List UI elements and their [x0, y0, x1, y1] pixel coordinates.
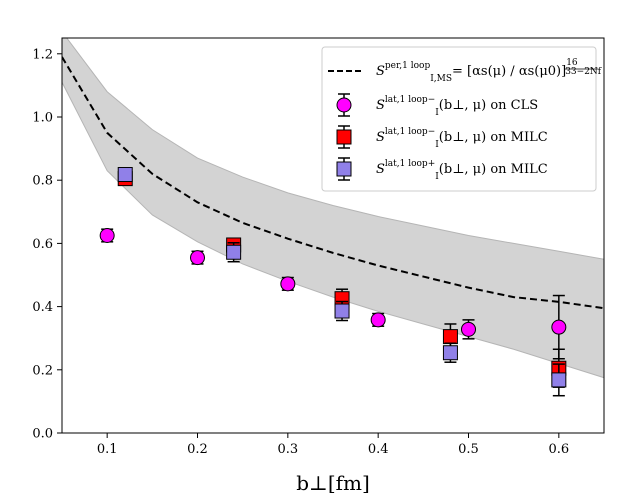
data-point-square — [442, 329, 458, 345]
perturbative-curve-layer — [62, 56, 604, 310]
data-point-circle — [551, 319, 567, 335]
data-point-circle — [461, 321, 476, 337]
data-point-square — [442, 345, 458, 361]
legend-band-exp-den: 33−2Nf — [565, 67, 602, 77]
legend-box — [321, 46, 597, 192]
data-point-circle — [99, 228, 115, 243]
data-point-square — [226, 244, 242, 260]
legend-milc-minus-label: Slat,1 loop−I(b⊥, μ) on MILC — [376, 127, 548, 150]
x-tick-label: 0.3 — [277, 442, 298, 457]
legend-marker-square — [336, 161, 352, 177]
legend-mp-sub: I — [435, 172, 439, 182]
legend-band-label: Sper,1 loop I,MS= [αs(μ) / αs(μ0)]16 33−2N… — [376, 58, 602, 84]
data-point-circle — [370, 312, 386, 328]
legend-mp-sup: lat,1 loop+ — [385, 159, 435, 169]
data-points-layer — [99, 167, 567, 397]
legend-cls-sub: I — [435, 108, 439, 118]
legend-mm-s: S — [376, 130, 385, 145]
x-tick-label: 0.6 — [548, 442, 569, 457]
x-tick-label: 0.1 — [97, 442, 118, 457]
y-tick-label: 1.0 — [32, 111, 53, 126]
series-2 — [117, 167, 567, 397]
x-tick-label: 0.2 — [187, 442, 208, 457]
legend-milc-plus-label: Slat,1 loop+I(b⊥, μ) on MILC — [376, 159, 548, 182]
legend-mm-sup: lat,1 loop− — [385, 127, 435, 137]
legend-mm-sub: I — [435, 140, 439, 150]
legend-cls-rest: (b⊥, μ) on CLS — [439, 98, 538, 113]
uncertainty-band-layer — [62, 38, 604, 379]
legend-band-lhs: S — [376, 64, 385, 79]
y-tick-label: 0.6 — [32, 237, 53, 252]
y-tick-label: 0.0 — [32, 427, 53, 442]
data-point-circle — [190, 250, 205, 266]
legend: Sper,1 loop I,MS= [αs(μ) / αs(μ0)]16 33−2N… — [321, 46, 602, 192]
data-point-circle — [280, 276, 296, 292]
series-0 — [99, 228, 567, 360]
y-tick-label: 0.2 — [32, 363, 53, 378]
legend-mp-rest: (b⊥, μ) on MILC — [439, 162, 548, 177]
y-tick-label: 1.2 — [32, 47, 53, 62]
legend-milc-plus-swatch — [336, 157, 352, 181]
legend-cls-label: Slat,1 loop−I(b⊥, μ) on CLS — [376, 95, 538, 118]
uncertainty-band — [62, 38, 604, 379]
perturbative-curve — [62, 56, 604, 310]
y-tick-label: 0.4 — [32, 300, 53, 315]
legend-band-sup: per,1 loop — [385, 61, 431, 71]
legend-mp-s: S — [376, 162, 385, 177]
legend-marker-circle — [336, 97, 352, 113]
legend-cls-sup: lat,1 loop− — [385, 95, 435, 105]
data-point-square — [551, 372, 567, 388]
legend-cls-swatch — [336, 93, 352, 117]
legend-band-rhs: = [αs(μ) / αs(μ0)] — [452, 64, 566, 79]
legend-band-sub: I,MS — [430, 74, 452, 84]
y-tick-label: 0.8 — [32, 174, 53, 189]
legend-band-exp-num: 16 — [566, 58, 578, 68]
legend-marker-square — [336, 129, 352, 145]
ticks-layer: 0.1 0.2 0.3 0.4 0.5 0.6 0.0 0.2 0.4 0.6 0.8 1.0 1.2 — [32, 47, 569, 457]
data-point-square — [117, 167, 133, 183]
data-point-square — [334, 303, 350, 319]
legend-milc-minus-swatch — [336, 125, 352, 149]
x-tick-label: 0.4 — [368, 442, 389, 457]
plot-frame — [61, 37, 605, 434]
x-tick-label: 0.5 — [458, 442, 479, 457]
legend-mm-rest: (b⊥, μ) on MILC — [439, 130, 548, 145]
x-axis-label: b⊥[fm] — [296, 471, 370, 495]
legend-cls-s: S — [376, 98, 385, 113]
